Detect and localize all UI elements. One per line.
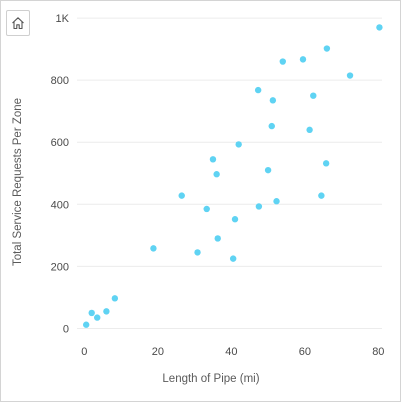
data-point[interactable] — [254, 86, 262, 94]
data-point[interactable] — [209, 156, 217, 163]
data-point[interactable] — [318, 192, 325, 199]
data-point[interactable] — [299, 56, 307, 63]
tick-labels: 0 200 400 600 800 1K 0 20 40 60 80 — [51, 13, 385, 358]
data-point[interactable] — [346, 72, 354, 79]
data-point[interactable] — [310, 92, 317, 99]
home-button[interactable] — [6, 10, 30, 36]
x-tick-label: 20 — [152, 346, 164, 358]
data-point[interactable] — [306, 126, 313, 134]
data-point[interactable] — [213, 171, 220, 178]
data-point[interactable] — [273, 198, 280, 205]
data-point[interactable] — [88, 309, 95, 317]
data-point[interactable] — [150, 245, 157, 252]
data-point[interactable] — [94, 314, 101, 321]
data-point[interactable] — [323, 45, 331, 52]
x-tick-label: 60 — [299, 346, 311, 358]
y-tick-label: 800 — [51, 75, 69, 87]
y-tick-label: 600 — [51, 137, 69, 149]
x-axis-label: Length of Pipe (mi) — [162, 373, 259, 385]
data-point[interactable] — [203, 205, 210, 213]
home-icon — [12, 17, 24, 30]
data-point[interactable] — [255, 203, 263, 210]
data-point[interactable] — [264, 166, 272, 174]
y-tick-label: 400 — [51, 199, 69, 211]
data-point[interactable] — [322, 160, 330, 167]
y-tick-label: 0 — [63, 323, 69, 335]
x-tick-label: 0 — [81, 346, 87, 358]
data-points — [82, 24, 383, 328]
data-point[interactable] — [231, 216, 239, 223]
y-axis-label: Total Service Requests Per Zone — [12, 98, 24, 266]
x-tick-label: 40 — [225, 346, 237, 358]
data-point[interactable] — [111, 295, 119, 302]
data-point[interactable] — [279, 58, 286, 65]
y-tick-label: 200 — [51, 261, 69, 273]
y-tick-label: 1K — [56, 13, 70, 25]
data-point[interactable] — [269, 97, 277, 104]
data-point[interactable] — [229, 255, 237, 262]
data-point[interactable] — [103, 308, 110, 315]
data-point[interactable] — [82, 321, 90, 328]
data-point[interactable] — [194, 249, 201, 256]
data-point[interactable] — [235, 141, 242, 148]
gridlines — [77, 17, 382, 329]
data-point[interactable] — [376, 24, 383, 31]
data-point[interactable] — [214, 235, 221, 242]
data-point[interactable] — [178, 192, 185, 199]
x-tick-label: 80 — [372, 346, 384, 358]
data-point[interactable] — [268, 122, 275, 130]
